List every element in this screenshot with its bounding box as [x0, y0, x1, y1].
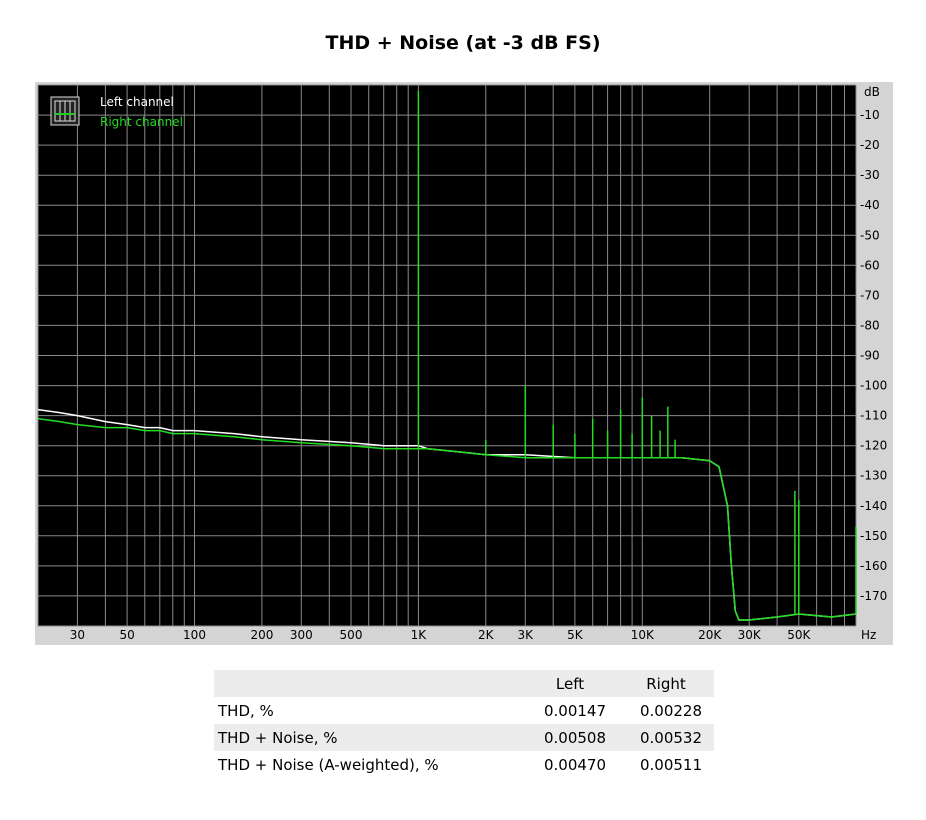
y-tick-label: -110 — [860, 409, 887, 423]
series-layer — [37, 91, 857, 621]
page-title: THD + Noise (at -3 dB FS) — [325, 32, 601, 54]
thd-noise-chart: 30 50 100 200 300 500 1K 2K 3K 5K 10K 20K 30K 50K -10… — [35, 82, 893, 645]
y-tick-label: -40 — [860, 198, 880, 212]
x-tick-label: 30 — [70, 628, 85, 642]
chart-canvas: 30 50 100 200 300 500 1K 2K 3K 5K 10K 20K 30K 50K -10… — [37, 84, 887, 642]
row-label: THD + Noise, % — [218, 728, 338, 747]
y-tick-label: -140 — [860, 499, 887, 513]
x-tick-label: 50 — [119, 628, 134, 642]
y-tick-label: -160 — [860, 559, 887, 573]
legend-left-channel: Left channel — [100, 95, 174, 109]
x-tick-label: 200 — [250, 628, 273, 642]
y-tick-label: -50 — [860, 228, 880, 242]
table-row: THD + Noise, % 0.00508 0.00532 — [214, 724, 714, 751]
row-left-value: 0.00508 — [543, 728, 606, 747]
legend-icon — [50, 96, 80, 126]
row-right-value: 0.00532 — [639, 728, 702, 747]
y-tick-label: -20 — [860, 138, 880, 152]
table-row: THD, % 0.00147 0.00228 — [214, 697, 714, 724]
y-tick-label: -70 — [860, 288, 880, 302]
x-tick-label: 100 — [183, 628, 206, 642]
table-header-row: Left Right — [214, 670, 714, 697]
x-tick-label: 50K — [787, 628, 811, 642]
x-tick-label: 1K — [411, 628, 428, 642]
results-table: Left Right THD, % 0.00147 0.00228 THD + … — [214, 670, 714, 778]
y-tick-label: -10 — [860, 108, 880, 122]
x-tick-label: 2K — [478, 628, 495, 642]
x-tick-label: 10K — [631, 628, 655, 642]
row-left-value: 0.00470 — [543, 755, 606, 774]
y-tick-label: -80 — [860, 318, 880, 332]
y-tick-label: -170 — [860, 589, 887, 603]
series-line-right-channel — [37, 417, 857, 621]
x-tick-label: 300 — [290, 628, 313, 642]
table-row: THD + Noise (A-weighted), % 0.00470 0.00… — [214, 751, 714, 778]
row-right-value: 0.00228 — [639, 701, 702, 720]
y-tick-label: -60 — [860, 258, 880, 272]
x-unit-label: Hz — [861, 628, 876, 642]
x-tick-label: 20K — [698, 628, 722, 642]
table-header-right: Right — [646, 674, 686, 693]
y-tick-label: -90 — [860, 349, 880, 363]
legend-right-channel: Right channel — [100, 115, 183, 129]
x-tick-label: 500 — [340, 628, 363, 642]
y-unit-label: dB — [864, 85, 880, 99]
y-tick-label: -150 — [860, 529, 887, 543]
legend: Left channel Right channel — [50, 95, 183, 129]
x-axis: 30 50 100 200 300 500 1K 2K 3K 5K 10K 20K 30K 50K — [70, 628, 812, 642]
row-left-value: 0.00147 — [543, 701, 606, 720]
row-right-value: 0.00511 — [639, 755, 702, 774]
y-tick-label: -30 — [860, 168, 880, 182]
y-axis: -10 -20 -30 -40 -50 -60 -70 -80 -90 -100 -110 -120 -… — [860, 108, 887, 603]
table-header-label — [214, 670, 522, 697]
row-label: THD, % — [218, 701, 274, 720]
y-tick-label: -130 — [860, 469, 887, 483]
x-tick-label: 30K — [738, 628, 762, 642]
table-header-left: Left — [555, 674, 585, 693]
row-label: THD + Noise (A-weighted), % — [218, 755, 439, 774]
x-tick-label: 5K — [567, 628, 584, 642]
y-tick-label: -120 — [860, 439, 887, 453]
y-tick-label: -100 — [860, 379, 887, 393]
x-tick-label: 3K — [518, 628, 535, 642]
